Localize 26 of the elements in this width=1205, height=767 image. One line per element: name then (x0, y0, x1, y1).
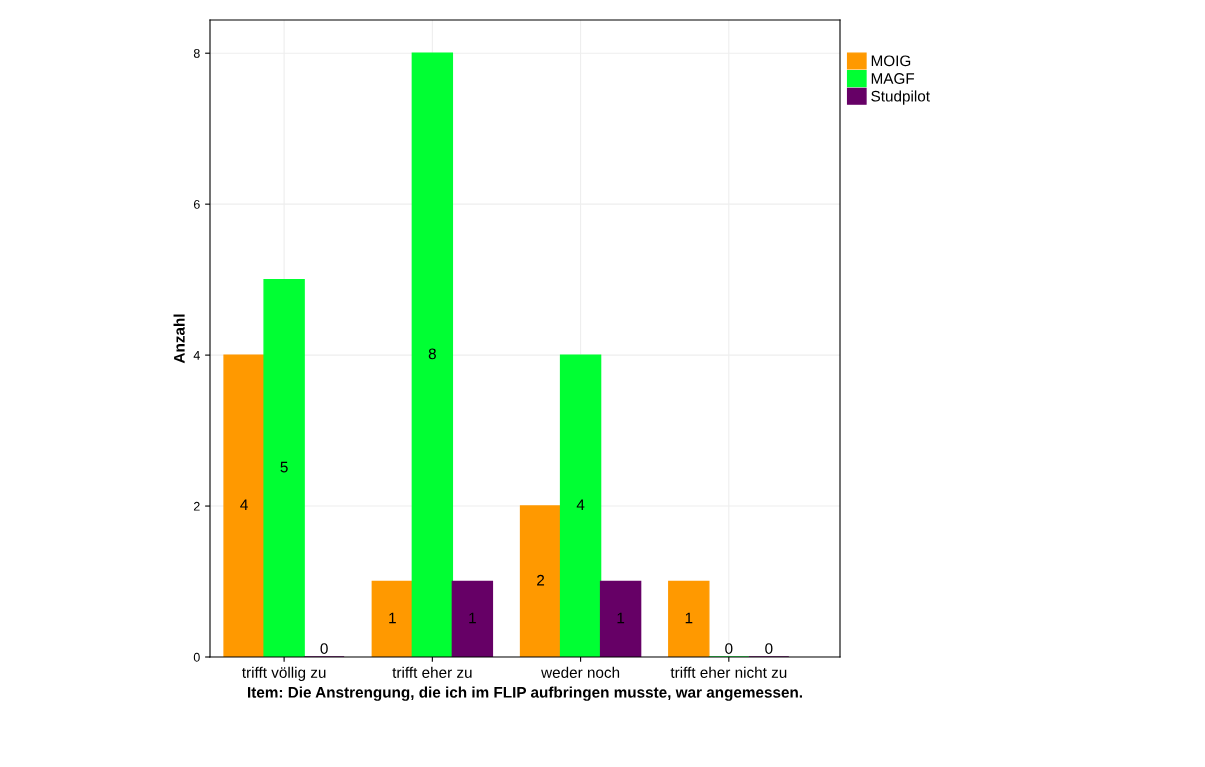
y-tick-label: 4 (193, 351, 200, 360)
y-axis-title: Anzahl (173, 314, 185, 364)
x-tick-label: trifft eher nicht zu (670, 666, 787, 678)
data-label: 1 (685, 612, 693, 624)
x-tick-label: weder noch (541, 666, 620, 678)
legend-label: MOIG (871, 55, 911, 67)
x-tick-label: trifft völlig zu (242, 666, 326, 681)
data-label: 1 (617, 612, 625, 624)
data-label: 8 (428, 348, 436, 360)
legend-label: Studpilot (871, 90, 930, 105)
legend-label: MAGF (871, 73, 915, 84)
data-label: 1 (389, 612, 396, 624)
data-label: 4 (576, 499, 585, 510)
x-axis-title: Item: Die Anstrengung, die ich im FLIP aufbringen musste, war angemessen. (248, 686, 802, 701)
data-label: 0 (320, 643, 328, 654)
y-tick-label: 0 (193, 652, 200, 662)
data-label: 0 (765, 643, 773, 654)
x-tick-label: trifft eher zu (392, 666, 472, 678)
data-label: 0 (725, 643, 733, 654)
data-label: 5 (280, 461, 288, 473)
data-label: 2 (537, 574, 545, 586)
y-tick-label: 6 (193, 199, 200, 209)
data-label: 1 (469, 612, 476, 624)
y-tick-label: 2 (193, 501, 200, 511)
data-label: 4 (240, 499, 248, 510)
y-tick-label: 8 (193, 49, 200, 58)
